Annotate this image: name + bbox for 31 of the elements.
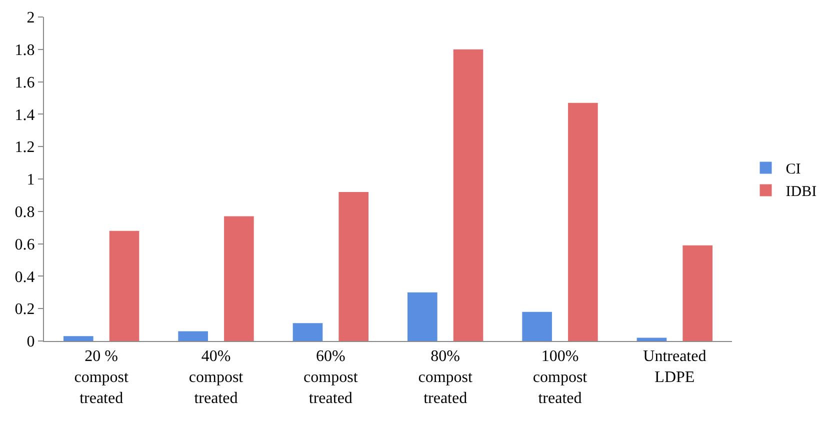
y-tick-label: 0.2 <box>14 301 35 318</box>
bar <box>338 192 369 341</box>
bar <box>682 245 713 341</box>
y-tick-label: 0 <box>26 334 35 351</box>
bar <box>109 230 140 341</box>
bar <box>63 336 94 341</box>
y-tick-label: 1 <box>26 172 35 189</box>
bar <box>636 338 667 341</box>
y-tick-label: 0.4 <box>14 268 35 286</box>
x-tick-label: Untreated LDPE <box>643 348 706 386</box>
y-tick-label: 1.8 <box>14 42 35 59</box>
x-tick-label: 100% compost treated <box>532 348 588 407</box>
bar <box>224 216 254 341</box>
y-tick-label: 1.6 <box>14 74 35 92</box>
bar <box>292 323 323 341</box>
y-tick-label: 2 <box>26 10 35 27</box>
x-tick-label: 40% compost treated <box>188 348 244 407</box>
y-tick-label: 1.2 <box>14 139 35 156</box>
bar <box>568 102 598 341</box>
bar <box>522 312 552 341</box>
x-tick-label: 80% compost treated <box>418 348 473 407</box>
x-tick-label: 60% compost treated <box>304 348 358 407</box>
legend-label: CI <box>786 162 801 178</box>
y-tick-label: 1.4 <box>14 106 35 124</box>
legend-label: IDBI <box>786 184 817 200</box>
bar <box>453 49 484 341</box>
bar <box>407 292 438 341</box>
y-tick-label: 0.6 <box>14 236 35 254</box>
y-tick-label: 0.8 <box>14 204 35 221</box>
x-tick-label: 20 % compost treated <box>74 348 129 407</box>
bar <box>178 331 208 341</box>
